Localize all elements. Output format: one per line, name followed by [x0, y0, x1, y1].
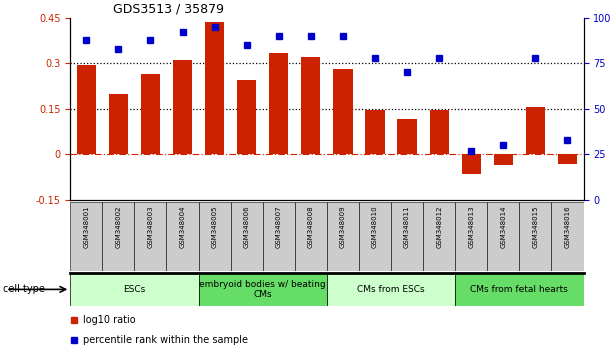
Bar — [263, 202, 295, 271]
Bar — [70, 202, 103, 271]
Bar — [231, 202, 263, 271]
Bar — [488, 202, 519, 271]
Bar — [455, 273, 584, 306]
Text: GSM348016: GSM348016 — [565, 205, 571, 248]
Text: ESCs: ESCs — [123, 285, 145, 294]
Bar — [430, 110, 448, 154]
Bar — [455, 202, 488, 271]
Bar — [141, 74, 160, 154]
Text: GSM348008: GSM348008 — [308, 205, 314, 248]
Bar — [295, 202, 327, 271]
Text: GSM348013: GSM348013 — [468, 205, 474, 248]
Bar — [269, 53, 288, 154]
Bar — [365, 110, 385, 154]
Text: GSM348001: GSM348001 — [83, 205, 89, 248]
Bar — [525, 107, 545, 154]
Bar — [237, 80, 257, 154]
Text: cell type: cell type — [3, 284, 45, 295]
Text: GSM348007: GSM348007 — [276, 205, 282, 248]
Text: GSM348009: GSM348009 — [340, 205, 346, 248]
Text: GSM348003: GSM348003 — [147, 205, 153, 248]
Bar — [359, 202, 391, 271]
Bar — [327, 273, 455, 306]
Text: GDS3513 / 35879: GDS3513 / 35879 — [113, 3, 224, 16]
Bar — [173, 60, 192, 154]
Bar — [134, 202, 166, 271]
Bar — [334, 69, 353, 154]
Text: GSM348010: GSM348010 — [372, 205, 378, 248]
Text: CMs from fetal hearts: CMs from fetal hearts — [470, 285, 568, 294]
Bar — [166, 202, 199, 271]
Bar — [103, 202, 134, 271]
Bar — [552, 202, 584, 271]
Bar — [494, 154, 513, 165]
Bar — [70, 273, 199, 306]
Bar — [205, 22, 224, 154]
Text: GSM348014: GSM348014 — [500, 205, 507, 248]
Text: embryoid bodies w/ beating
CMs: embryoid bodies w/ beating CMs — [199, 280, 326, 299]
Text: GSM348006: GSM348006 — [244, 205, 250, 248]
Bar — [423, 202, 455, 271]
Text: GSM348005: GSM348005 — [211, 205, 218, 248]
Text: GSM348012: GSM348012 — [436, 205, 442, 248]
Text: log10 ratio: log10 ratio — [83, 315, 136, 325]
Bar — [109, 94, 128, 154]
Bar — [462, 154, 481, 174]
Text: GSM348015: GSM348015 — [532, 205, 538, 248]
Bar — [199, 202, 231, 271]
Text: GSM348011: GSM348011 — [404, 205, 410, 248]
Text: GSM348002: GSM348002 — [115, 205, 122, 248]
Bar — [199, 273, 327, 306]
Text: GSM348004: GSM348004 — [180, 205, 186, 248]
Bar — [301, 57, 320, 154]
Bar — [398, 120, 417, 154]
Text: percentile rank within the sample: percentile rank within the sample — [83, 335, 248, 345]
Bar — [327, 202, 359, 271]
Bar — [391, 202, 423, 271]
Text: CMs from ESCs: CMs from ESCs — [357, 285, 425, 294]
Bar — [77, 65, 96, 154]
Bar — [519, 202, 552, 271]
Bar — [558, 154, 577, 164]
